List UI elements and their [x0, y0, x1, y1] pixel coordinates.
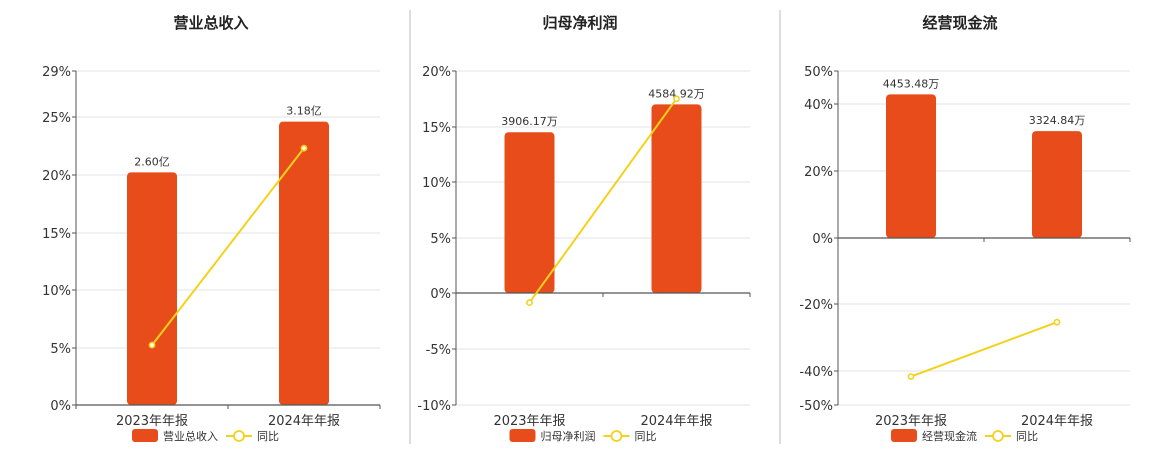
- y-tick-label: 15%: [422, 121, 451, 136]
- yoy-point: [526, 299, 533, 306]
- bar: [504, 132, 555, 293]
- legend-bar-label: 经营现金流: [922, 429, 977, 443]
- legend-line-label: 同比: [1016, 430, 1038, 443]
- bar: [886, 94, 936, 238]
- yoy-series-line: [528, 98, 678, 304]
- legend-bar-swatch: [891, 429, 917, 442]
- y-tick-label: 0%: [812, 232, 833, 247]
- y-tick-label: -20%: [799, 298, 833, 313]
- x-tick-label: 2024年年报: [1021, 414, 1093, 429]
- bar: [651, 104, 702, 294]
- chart-title: 归母净利润: [542, 14, 617, 32]
- yoy-series-line: [910, 321, 1058, 378]
- bar-data-label: 4453.48万: [883, 77, 940, 90]
- yoy-point: [673, 95, 680, 103]
- yoy-point: [300, 144, 308, 152]
- legend-bar-swatch: [509, 429, 536, 442]
- y-tick-label: 15%: [42, 227, 71, 242]
- y-tick-label: -40%: [799, 365, 833, 380]
- yoy-point: [907, 373, 915, 381]
- y-tick-label: -10%: [417, 399, 451, 414]
- bar: [127, 172, 177, 405]
- chart-title: 经营现金流: [922, 14, 997, 32]
- bar-data-label: 3906.17万: [501, 115, 558, 128]
- legend-bar-swatch: [132, 429, 158, 442]
- x-tick-label: 2024年年报: [640, 414, 712, 429]
- yoy-series-line: [151, 147, 305, 346]
- bar-data-label: 3324.84万: [1029, 114, 1086, 127]
- y-tick-label: 20%: [422, 65, 451, 80]
- y-tick-label: 0%: [430, 287, 451, 302]
- x-tick-label: 2023年年报: [116, 414, 188, 429]
- legend-line-label: 同比: [257, 430, 279, 443]
- legend-line-marker: [610, 430, 623, 442]
- y-tick-label: -50%: [799, 399, 833, 414]
- y-tick-label: 20%: [804, 165, 833, 180]
- y-tick-label: 20%: [42, 169, 71, 184]
- y-tick-label: 10%: [42, 284, 71, 299]
- y-tick-label: 40%: [804, 98, 833, 113]
- legend-bar-label: 营业总收入: [163, 429, 218, 443]
- y-tick-label: 0%: [50, 399, 71, 414]
- y-tick-label: 25%: [42, 111, 71, 126]
- bar-data-label: 2.60亿: [134, 155, 170, 168]
- legend-line-marker: [233, 430, 245, 442]
- bar-data-label: 3.18亿: [286, 105, 322, 118]
- y-tick-label: 29%: [42, 65, 71, 80]
- y-tick-label: 5%: [50, 342, 71, 357]
- legend-line-marker: [992, 430, 1004, 442]
- legend-bar-label: 归母净利润: [541, 429, 596, 443]
- chart-title: 营业总收入: [173, 14, 248, 32]
- y-tick-label: -5%: [426, 343, 451, 358]
- y-tick-label: 5%: [430, 232, 451, 247]
- legend-line-label: 同比: [635, 430, 657, 443]
- x-tick-label: 2023年年报: [875, 414, 947, 429]
- bar-data-label: 4584.92万: [648, 87, 705, 100]
- bar: [279, 121, 329, 405]
- bar: [1032, 131, 1082, 238]
- y-tick-label: 50%: [804, 65, 833, 80]
- x-tick-label: 2023年年报: [493, 414, 565, 429]
- yoy-point: [148, 341, 156, 349]
- y-tick-label: 10%: [422, 176, 451, 191]
- yoy-point: [1053, 318, 1061, 326]
- x-tick-label: 2024年年报: [268, 414, 340, 429]
